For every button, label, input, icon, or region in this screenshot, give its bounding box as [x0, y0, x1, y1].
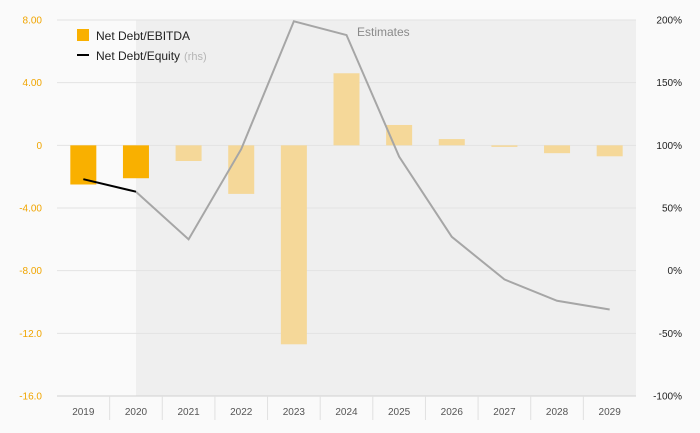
legend: Net Debt/EBITDA Net Debt/Equity (rhs) [77, 29, 207, 63]
bar-2026 [438, 139, 465, 146]
bar-2024 [333, 73, 360, 146]
estimates-annotation: Estimates [357, 25, 410, 39]
bar-2022 [228, 145, 255, 194]
y-left-tick-label: -8.00 [19, 266, 42, 277]
y-right-tick-label: 100% [656, 141, 682, 152]
x-tick-label-2021: 2021 [177, 407, 200, 418]
y-right-tick-label: -50% [659, 329, 682, 340]
bar-2021 [175, 145, 202, 161]
x-tick-label-2026: 2026 [441, 407, 464, 418]
line-net-debt-equity-actual [83, 178, 137, 193]
x-tick-label-2027: 2027 [493, 407, 516, 418]
legend-label-net-debt-equity: Net Debt/Equity (rhs) [96, 49, 207, 63]
x-tick-label-2022: 2022 [230, 407, 253, 418]
y-left-tick-label: 8.00 [23, 16, 43, 27]
bar-2027 [491, 145, 518, 147]
legend-rhs-suffix: (rhs) [184, 51, 207, 63]
line-net-debt-equity-estimates [135, 20, 610, 311]
y-right-tick-label: 0% [668, 266, 683, 277]
y-right-tick-label: -100% [653, 392, 682, 403]
bar-2019 [70, 145, 97, 185]
x-tick-label-2029: 2029 [599, 407, 622, 418]
bar-2029 [596, 145, 623, 157]
bar-series [70, 73, 623, 345]
line-series [83, 20, 610, 311]
y-left-tick-label: 4.00 [23, 78, 43, 89]
y-left-tick-label: -4.00 [19, 204, 42, 215]
y-left-tick-label: 0 [36, 141, 42, 152]
x-tick-label-2028: 2028 [546, 407, 569, 418]
bar-2028 [544, 145, 571, 154]
x-tick-label-2020: 2020 [125, 407, 148, 418]
bar-2020 [122, 145, 149, 179]
y-right-tick-label: 50% [662, 204, 682, 215]
legend-label-net-debt-ebitda: Net Debt/EBITDA [96, 29, 190, 43]
y-left-tick-label: -12.0 [19, 329, 42, 340]
legend-series-name: Net Debt/Equity [96, 49, 180, 63]
y-left-tick-label: -16.0 [19, 392, 42, 403]
bar-2023 [280, 145, 307, 345]
legend-swatch-net-debt-ebitda [77, 29, 89, 41]
x-tick-label-2019: 2019 [72, 407, 95, 418]
y-right-tick-label: 200% [656, 16, 682, 27]
x-tick-label-2024: 2024 [335, 407, 358, 418]
y-right-tick-label: 150% [656, 78, 682, 89]
x-tick-label-2025: 2025 [388, 407, 411, 418]
axes: 8.00 4.00 0 -4.00 -8.00 -12.0 -16.0 200% 150% 100… [19, 16, 683, 420]
x-tick-label-2023: 2023 [283, 407, 306, 418]
